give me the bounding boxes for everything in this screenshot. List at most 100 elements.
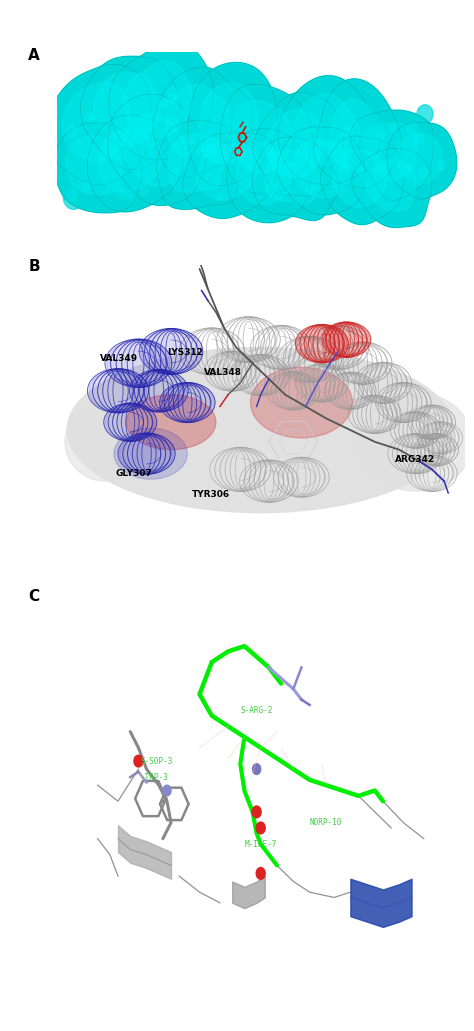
Circle shape bbox=[64, 122, 85, 146]
Circle shape bbox=[227, 158, 233, 165]
Circle shape bbox=[306, 186, 313, 195]
Circle shape bbox=[378, 131, 385, 139]
Ellipse shape bbox=[131, 370, 187, 411]
Ellipse shape bbox=[250, 367, 352, 438]
Circle shape bbox=[358, 168, 365, 176]
Circle shape bbox=[264, 147, 283, 169]
Circle shape bbox=[414, 131, 424, 143]
Polygon shape bbox=[328, 99, 384, 170]
Text: TYR306: TYR306 bbox=[191, 490, 229, 499]
Circle shape bbox=[82, 182, 91, 192]
Ellipse shape bbox=[65, 402, 146, 481]
Circle shape bbox=[206, 144, 217, 157]
Polygon shape bbox=[277, 127, 365, 214]
Circle shape bbox=[438, 161, 446, 170]
Polygon shape bbox=[80, 57, 183, 170]
Circle shape bbox=[336, 138, 355, 161]
Circle shape bbox=[180, 108, 192, 124]
Polygon shape bbox=[253, 92, 344, 196]
Polygon shape bbox=[124, 61, 192, 138]
Polygon shape bbox=[154, 67, 252, 177]
Polygon shape bbox=[62, 82, 130, 161]
Polygon shape bbox=[123, 113, 187, 187]
Circle shape bbox=[407, 123, 417, 134]
Circle shape bbox=[167, 88, 178, 100]
Polygon shape bbox=[364, 160, 416, 211]
Circle shape bbox=[137, 182, 154, 203]
Circle shape bbox=[202, 140, 225, 166]
Polygon shape bbox=[350, 110, 434, 201]
Polygon shape bbox=[156, 121, 247, 209]
Circle shape bbox=[171, 165, 184, 180]
Circle shape bbox=[128, 191, 142, 206]
Circle shape bbox=[111, 182, 131, 206]
Ellipse shape bbox=[114, 428, 187, 479]
Polygon shape bbox=[200, 84, 257, 163]
Circle shape bbox=[271, 149, 276, 156]
Circle shape bbox=[390, 126, 397, 134]
Circle shape bbox=[89, 112, 100, 125]
Polygon shape bbox=[363, 123, 417, 181]
Circle shape bbox=[163, 786, 171, 796]
Text: C: C bbox=[28, 590, 39, 604]
Polygon shape bbox=[387, 123, 457, 199]
Circle shape bbox=[387, 123, 401, 139]
Polygon shape bbox=[292, 94, 359, 164]
Circle shape bbox=[156, 95, 175, 117]
Circle shape bbox=[107, 143, 128, 169]
Polygon shape bbox=[109, 40, 214, 160]
Circle shape bbox=[165, 92, 181, 109]
Polygon shape bbox=[252, 137, 340, 221]
Text: NORP-10: NORP-10 bbox=[310, 819, 342, 827]
Text: VAL348: VAL348 bbox=[204, 368, 242, 377]
Circle shape bbox=[436, 159, 451, 176]
Circle shape bbox=[164, 84, 185, 108]
Circle shape bbox=[269, 147, 279, 160]
Polygon shape bbox=[237, 143, 291, 204]
Text: LYS312: LYS312 bbox=[167, 348, 203, 358]
Ellipse shape bbox=[119, 434, 173, 473]
Circle shape bbox=[256, 822, 265, 834]
Circle shape bbox=[419, 107, 428, 117]
Text: S-SOP-3: S-SOP-3 bbox=[140, 757, 173, 766]
Circle shape bbox=[159, 96, 174, 113]
Polygon shape bbox=[94, 72, 160, 146]
Ellipse shape bbox=[89, 369, 147, 412]
Ellipse shape bbox=[105, 404, 155, 440]
Circle shape bbox=[199, 145, 210, 158]
Circle shape bbox=[83, 109, 99, 128]
Polygon shape bbox=[320, 136, 404, 225]
Text: GLY307: GLY307 bbox=[116, 469, 153, 478]
Text: VAL349: VAL349 bbox=[100, 355, 138, 363]
Polygon shape bbox=[292, 140, 349, 198]
Circle shape bbox=[173, 167, 179, 175]
Polygon shape bbox=[264, 151, 321, 205]
Circle shape bbox=[122, 189, 137, 206]
Text: ARG342: ARG342 bbox=[395, 455, 435, 464]
Polygon shape bbox=[332, 149, 386, 207]
Text: S-ARG-2: S-ARG-2 bbox=[240, 706, 273, 714]
Polygon shape bbox=[168, 134, 227, 192]
Circle shape bbox=[376, 129, 390, 144]
Circle shape bbox=[335, 160, 346, 172]
Polygon shape bbox=[227, 129, 310, 223]
Circle shape bbox=[262, 179, 283, 203]
Circle shape bbox=[114, 186, 124, 198]
Circle shape bbox=[146, 138, 155, 148]
Polygon shape bbox=[55, 123, 142, 212]
Circle shape bbox=[67, 126, 78, 138]
Polygon shape bbox=[278, 75, 381, 185]
Circle shape bbox=[64, 186, 84, 209]
Circle shape bbox=[139, 186, 147, 196]
Polygon shape bbox=[99, 129, 162, 192]
Ellipse shape bbox=[358, 393, 473, 491]
Polygon shape bbox=[196, 144, 258, 200]
Ellipse shape bbox=[126, 395, 216, 450]
Polygon shape bbox=[188, 63, 277, 186]
Polygon shape bbox=[165, 85, 230, 157]
Ellipse shape bbox=[67, 347, 455, 512]
Polygon shape bbox=[48, 64, 153, 185]
Polygon shape bbox=[220, 85, 312, 194]
Circle shape bbox=[80, 179, 96, 198]
Circle shape bbox=[265, 182, 275, 195]
